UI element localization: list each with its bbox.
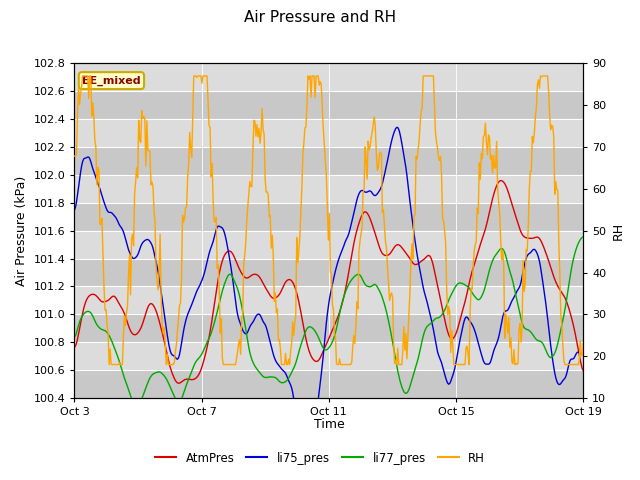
RH (376, 152, 383, 158)
AtmPres (314, 359, 321, 364)
Bar (74, 259, 583, 287)
Bar (74, 314, 583, 342)
AtmPres (175, 380, 182, 386)
AtmPres (489, 196, 497, 202)
AtmPres (316, 355, 324, 360)
RH (314, 73, 322, 79)
AtmPres (497, 178, 504, 183)
Bar (74, 342, 583, 370)
li75_pres (490, 348, 497, 354)
AtmPres (374, 241, 382, 247)
AtmPres (569, 321, 577, 327)
Bar (74, 119, 583, 147)
Bar (74, 175, 583, 203)
li77_pres (489, 258, 497, 264)
li77_pres (314, 332, 321, 337)
li75_pres (314, 406, 321, 411)
Line: li75_pres: li75_pres (74, 127, 583, 456)
RH (490, 152, 497, 158)
RH (106, 361, 113, 367)
Y-axis label: RH: RH (612, 222, 625, 240)
li75_pres (70, 207, 78, 213)
RH (70, 153, 78, 159)
Legend: AtmPres, li75_pres, li77_pres, RH: AtmPres, li75_pres, li77_pres, RH (150, 447, 490, 469)
Text: EE_mixed: EE_mixed (82, 75, 141, 86)
li77_pres (347, 278, 355, 284)
RH (79, 73, 86, 79)
li75_pres (569, 356, 577, 362)
li75_pres (374, 190, 382, 195)
Bar (74, 91, 583, 119)
RH (579, 340, 587, 346)
Bar (74, 370, 583, 398)
Line: RH: RH (74, 76, 583, 364)
li75_pres (579, 352, 587, 358)
Bar (74, 147, 583, 175)
li77_pres (579, 234, 587, 240)
Line: AtmPres: AtmPres (74, 180, 583, 383)
li77_pres (132, 401, 140, 407)
Text: Air Pressure and RH: Air Pressure and RH (244, 10, 396, 24)
li75_pres (347, 223, 355, 229)
Line: li77_pres: li77_pres (74, 237, 583, 404)
Y-axis label: Air Pressure (kPa): Air Pressure (kPa) (15, 176, 28, 286)
AtmPres (70, 345, 78, 350)
li77_pres (374, 286, 382, 291)
li77_pres (568, 263, 576, 268)
Bar (74, 203, 583, 231)
AtmPres (347, 257, 355, 263)
li77_pres (70, 334, 78, 340)
X-axis label: Time: Time (314, 419, 344, 432)
li75_pres (393, 124, 401, 130)
RH (569, 361, 577, 367)
AtmPres (579, 368, 587, 374)
RH (317, 82, 325, 87)
Bar (74, 231, 583, 259)
li75_pres (316, 381, 324, 386)
Bar (74, 287, 583, 314)
RH (348, 359, 356, 364)
li75_pres (304, 454, 312, 459)
Bar (74, 63, 583, 91)
li77_pres (316, 339, 324, 345)
